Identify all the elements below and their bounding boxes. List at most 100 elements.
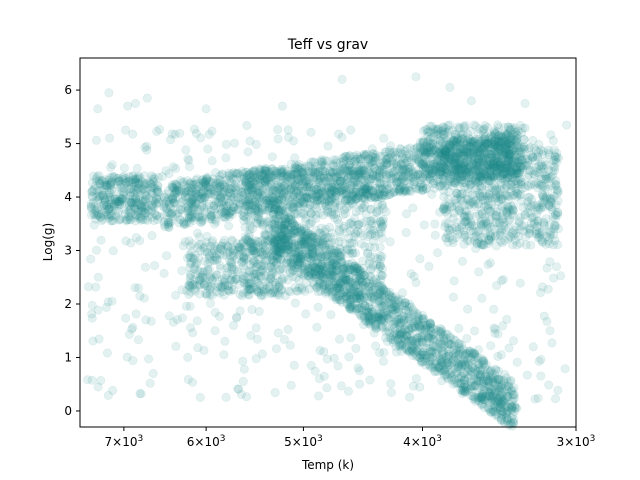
data-point: [113, 199, 123, 209]
data-point: [94, 194, 104, 204]
data-point: [133, 173, 143, 183]
data-point: [103, 210, 113, 220]
data-point: [381, 154, 391, 164]
data-point: [137, 202, 147, 212]
data-point: [152, 211, 162, 221]
data-point: [134, 195, 144, 205]
data-point: [129, 185, 139, 195]
data-point: [133, 179, 143, 189]
data-point: [114, 196, 124, 206]
data-point: [99, 198, 109, 208]
data-point: [152, 194, 162, 204]
data-point: [121, 178, 131, 188]
data-point: [130, 174, 140, 184]
data-point: [140, 179, 150, 189]
data-point: [97, 176, 107, 186]
data-point: [93, 191, 103, 201]
data-point: [124, 206, 134, 216]
data-point: [94, 178, 104, 188]
data-point: [133, 183, 143, 193]
data-point: [114, 176, 124, 186]
data-point: [474, 124, 484, 134]
data-point: [94, 211, 104, 221]
data-point: [139, 195, 149, 205]
data-point: [132, 198, 142, 208]
data-point: [137, 203, 147, 213]
data-point: [113, 206, 123, 216]
data-point: [378, 199, 388, 209]
data-point: [86, 201, 96, 211]
data-point: [121, 193, 131, 203]
data-point: [124, 206, 134, 216]
data-point: [369, 214, 379, 224]
data-point: [130, 203, 140, 213]
data-point: [95, 178, 105, 188]
data-point: [443, 121, 453, 131]
data-point: [139, 181, 149, 191]
data-point: [100, 175, 110, 185]
data-point: [323, 181, 333, 191]
data-point: [185, 179, 195, 189]
data-point: [91, 214, 101, 224]
data-point: [102, 201, 112, 211]
data-point: [140, 194, 150, 204]
data-point: [148, 195, 158, 205]
data-point: [421, 125, 431, 135]
data-point: [104, 203, 114, 213]
data-point: [216, 204, 226, 214]
data-point: [101, 207, 111, 217]
data-point: [141, 202, 151, 212]
data-point: [382, 307, 392, 317]
data-point: [89, 209, 99, 219]
data-point: [305, 272, 315, 282]
data-point: [135, 173, 145, 183]
data-point: [97, 216, 107, 226]
data-point: [466, 366, 476, 376]
data-point: [133, 188, 143, 198]
data-point: [378, 289, 388, 299]
data-point: [125, 177, 135, 187]
data-point: [104, 213, 114, 223]
data-point: [131, 175, 141, 185]
data-point: [458, 348, 468, 358]
data-point: [194, 253, 204, 263]
data-point: [138, 184, 148, 194]
data-point: [106, 179, 116, 189]
data-point: [140, 180, 150, 190]
data-point: [435, 354, 445, 364]
data-point: [413, 311, 423, 321]
data-point: [117, 194, 127, 204]
data-point: [476, 379, 486, 389]
data-point: [92, 176, 102, 186]
data-point: [86, 199, 96, 209]
data-point: [143, 211, 153, 221]
data-point: [362, 232, 372, 242]
data-point: [105, 173, 115, 183]
data-point: [339, 205, 349, 215]
data-point: [87, 187, 97, 197]
data-point: [110, 194, 120, 204]
data-point: [124, 200, 134, 210]
data-point: [150, 209, 160, 219]
data-point: [138, 215, 148, 225]
data-point: [241, 199, 251, 209]
data-point: [125, 172, 135, 182]
data-point: [148, 182, 158, 192]
data-point: [113, 173, 123, 183]
data-point: [98, 190, 108, 200]
data-point: [354, 268, 364, 278]
data-point: [115, 215, 125, 225]
data-point: [443, 360, 453, 370]
data-point: [145, 178, 155, 188]
data-point: [133, 179, 143, 189]
data-point: [87, 210, 97, 220]
data-point: [115, 214, 125, 224]
data-point: [134, 171, 144, 181]
data-point: [154, 198, 164, 208]
data-point: [92, 210, 102, 220]
data-point: [152, 186, 162, 196]
data-point: [95, 176, 105, 186]
data-point: [133, 205, 143, 215]
data-point: [111, 206, 121, 216]
data-point: [129, 188, 139, 198]
